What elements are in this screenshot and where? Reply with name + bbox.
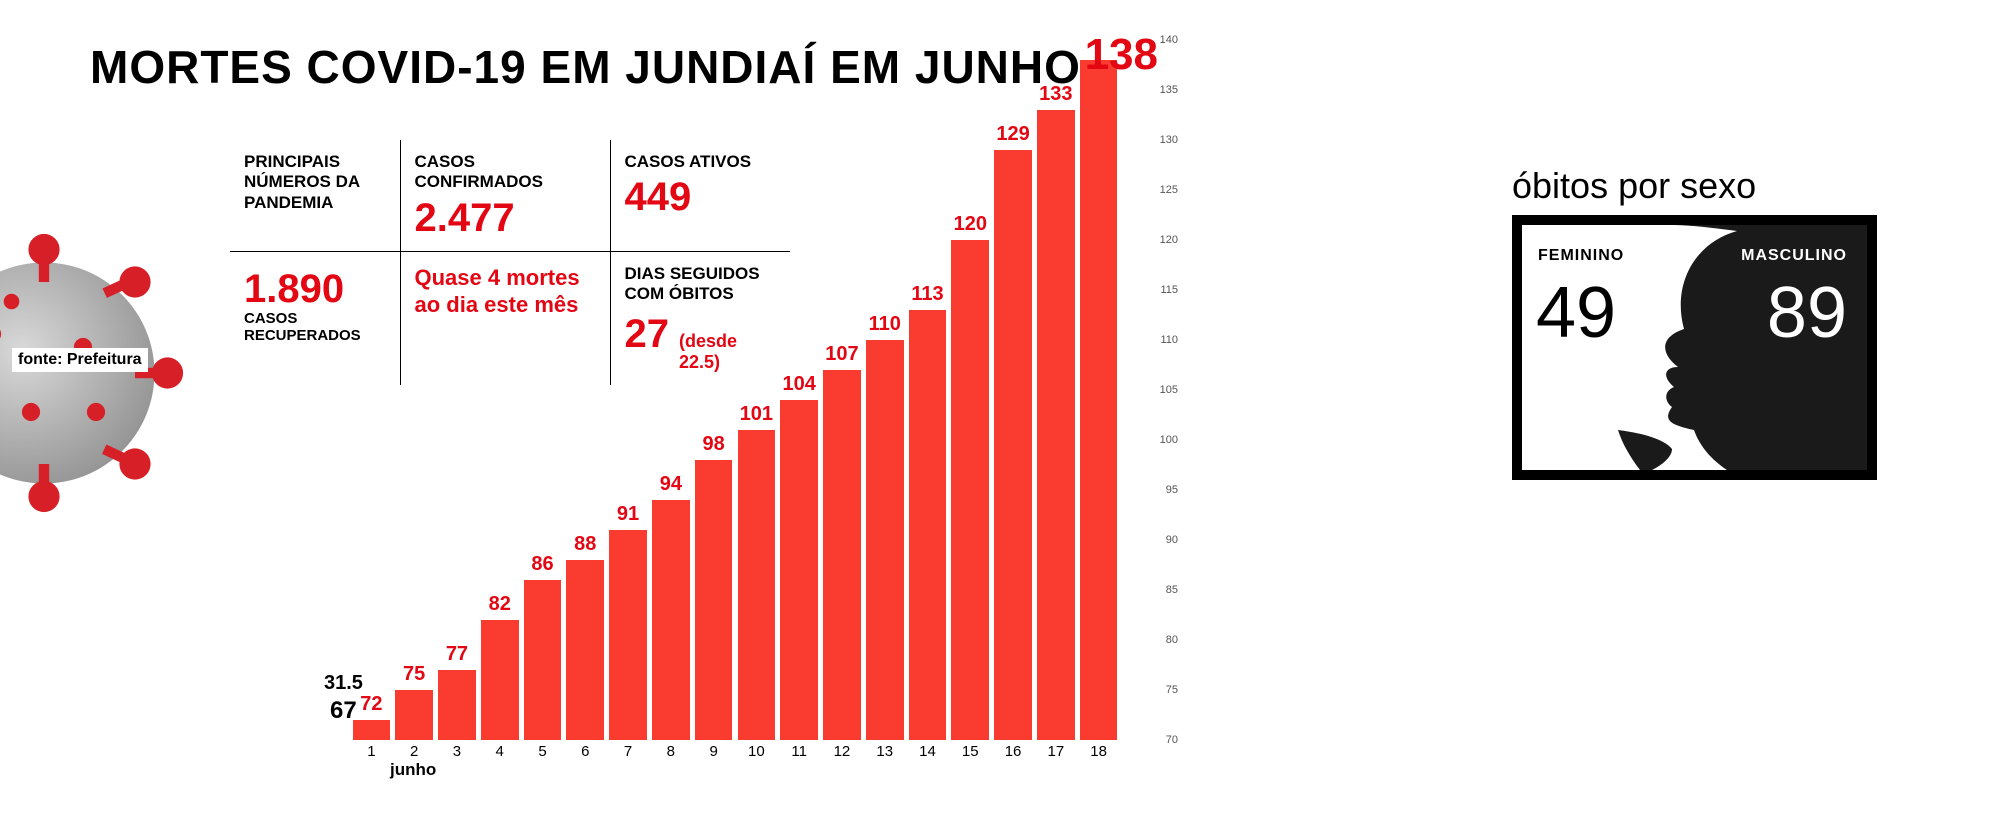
chart-baseline-date: 31.5 (324, 672, 363, 695)
chart-bar (866, 340, 904, 740)
chart-bar (609, 530, 647, 740)
chart-bar-label: 113 (911, 283, 943, 306)
chart-x-tick: 13 (876, 743, 893, 760)
chart-x-tick: 15 (962, 743, 979, 760)
chart-bar-label: 129 (996, 123, 1029, 146)
chart-bar-label: 77 (446, 643, 468, 666)
chart-bar (909, 310, 947, 740)
chart-bar-label: 107 (825, 343, 858, 366)
chart-bar (566, 560, 604, 740)
chart-y-tick: 120 (1160, 234, 1178, 246)
chart-bar (695, 460, 733, 740)
chart-bar (780, 400, 818, 740)
chart-y-tick: 95 (1166, 484, 1178, 496)
source-label: fonte: Prefeitura (12, 348, 148, 372)
chart-y-tick: 75 (1166, 684, 1178, 696)
chart-y-tick: 130 (1160, 134, 1178, 146)
chart-bar-label: 72 (360, 693, 382, 716)
chart-bar-label: 133 (1039, 83, 1072, 106)
chart-bar (951, 240, 989, 740)
chart-x-tick: 3 (453, 743, 461, 760)
chart-x-tick: 17 (1047, 743, 1064, 760)
chart-bar-label: 82 (489, 593, 511, 616)
chart-x-tick: 11 (791, 743, 807, 760)
chart-x-tick: 18 (1090, 743, 1107, 760)
chart-x-tick: 8 (667, 743, 675, 760)
chart-x-tick: 16 (1005, 743, 1022, 760)
chart-y-tick: 70 (1166, 734, 1178, 746)
chart-x-tick: 1 (367, 743, 375, 760)
chart-bar-label: 120 (954, 213, 987, 236)
chart-bar-label: 101 (740, 403, 773, 426)
chart-y-tick: 135 (1160, 84, 1178, 96)
chart-y-tick: 140 (1160, 34, 1178, 46)
chart-bar-label: 94 (660, 473, 682, 496)
chart-bar (1037, 110, 1075, 740)
chart-bar (823, 370, 861, 740)
chart-x-tick: 6 (581, 743, 589, 760)
chart-bar (652, 500, 690, 740)
chart-bar (353, 720, 391, 740)
chart-bar (438, 670, 476, 740)
chart-y-tick: 105 (1160, 384, 1178, 396)
chart-x-tick: 4 (496, 743, 504, 760)
chart-bar-label: 88 (574, 533, 596, 556)
chart-y-tick: 80 (1166, 634, 1178, 646)
chart-bar-label: 75 (403, 663, 425, 686)
chart-y-tick: 125 (1160, 184, 1178, 196)
male-value: 89 (1767, 277, 1847, 349)
chart-y-tick: 100 (1160, 434, 1178, 446)
female-label: FEMININO (1538, 247, 1624, 265)
chart-bar (1080, 60, 1118, 740)
chart-bar-label: 98 (702, 433, 724, 456)
female-value: 49 (1536, 277, 1616, 349)
chart-bar-label: 104 (782, 373, 815, 396)
chart-bar-label: 86 (531, 553, 553, 576)
chart-x-tick: 2 (410, 743, 418, 760)
sex-panel-title: óbitos por sexo (1512, 165, 1756, 207)
male-label: MASCULINO (1741, 247, 1847, 265)
chart-bar (395, 690, 433, 740)
chart-y-tick: 85 (1166, 584, 1178, 596)
chart-y-tick: 90 (1166, 534, 1178, 546)
chart-baseline-value: 67 (330, 697, 357, 725)
chart-x-tick: 9 (709, 743, 717, 760)
chart-x-tick: 7 (624, 743, 632, 760)
chart-x-tick: 12 (834, 743, 851, 760)
sex-panel: FEMININO 49 MASCULINO 89 (1512, 215, 1877, 480)
chart-bar (481, 620, 519, 740)
deaths-bar-chart: 7275778286889194981011041071101131201291… (350, 40, 1150, 780)
chart-y-tick: 115 (1160, 284, 1178, 296)
chart-y-tick: 110 (1160, 334, 1178, 346)
chart-bar-label: 110 (869, 313, 901, 336)
chart-bar (738, 430, 776, 740)
chart-bar (994, 150, 1032, 740)
chart-bar-label: 91 (617, 503, 639, 526)
chart-x-tick: 5 (538, 743, 546, 760)
chart-x-tick: 14 (919, 743, 936, 760)
chart-top-value: 138 (1085, 30, 1158, 80)
chart-bar (524, 580, 562, 740)
chart-x-tick: 10 (748, 743, 765, 760)
